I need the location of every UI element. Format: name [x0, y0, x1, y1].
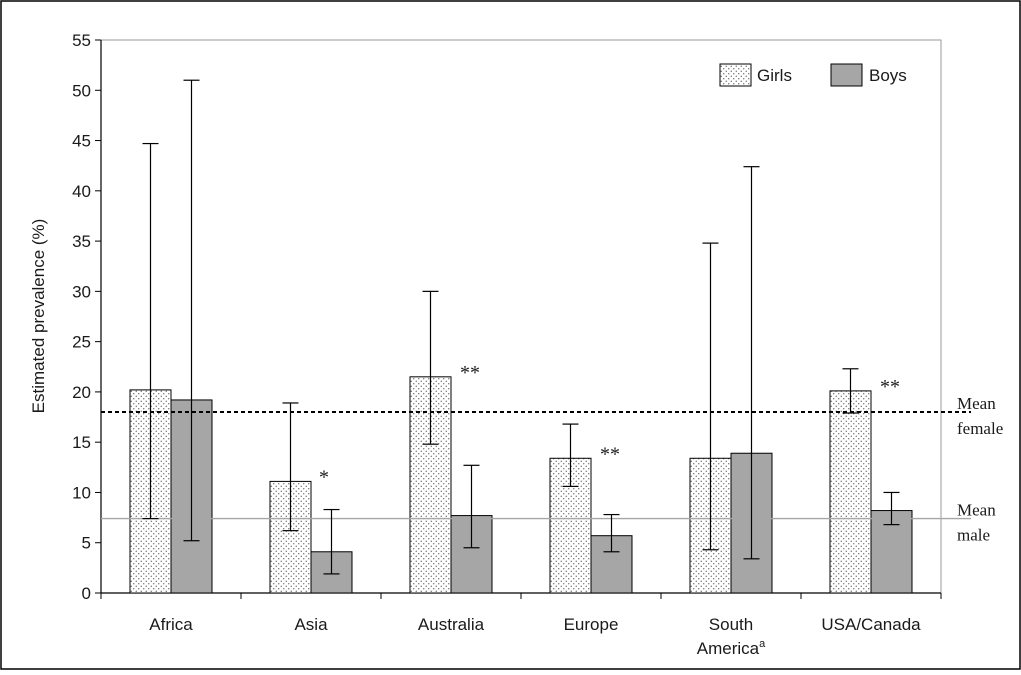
significance-marker: ** [880, 376, 900, 398]
reference-line-label: Mean [957, 394, 996, 413]
legend-swatch-girls [719, 63, 752, 87]
y-tick-label: 10 [72, 483, 91, 502]
y-tick-label: 0 [82, 584, 91, 603]
y-tick-label: 50 [72, 81, 91, 100]
significance-marker: ** [600, 443, 620, 465]
y-tick-label: 55 [72, 31, 91, 50]
legend-label-boys: Boys [869, 66, 907, 85]
y-tick-label: 25 [72, 333, 91, 352]
axes: 0 5 10 15 20 25 30 35 40 45 50 55 [72, 31, 942, 603]
y-tick-label: 30 [72, 282, 91, 301]
y-tick-label: 5 [82, 534, 91, 553]
y-tick-label: 40 [72, 182, 91, 201]
significance-marker: ** [460, 362, 480, 384]
y-tick-label: 15 [72, 433, 91, 452]
x-tick-label: Europe [564, 615, 619, 634]
bars [129, 376, 913, 594]
legend-swatch-boys [830, 63, 863, 87]
x-tick-label: Australia [418, 615, 485, 634]
reference-line-label: female [957, 419, 1003, 438]
x-tick-label: Americaa [697, 638, 766, 658]
x-tick-label: Africa [149, 615, 193, 634]
x-tick-label: South [709, 615, 753, 634]
plot-area-border [100, 39, 942, 594]
significance-marker: * [319, 466, 329, 488]
x-tick-label: Asia [294, 615, 328, 634]
bar-girls [829, 390, 872, 594]
legend: Girls Boys [719, 63, 907, 87]
y-tick-label: 45 [72, 132, 91, 151]
reference-line-label: Mean [957, 501, 996, 520]
y-tick-label: 20 [72, 383, 91, 402]
y-axis-title: Estimated prevalence (%) [29, 219, 48, 414]
y-tick-label: 35 [72, 232, 91, 251]
legend-label-girls: Girls [757, 66, 792, 85]
error-bars [142, 79, 900, 575]
reference-lines [101, 411, 971, 520]
x-tick-label: USA/Canada [821, 615, 921, 634]
reference-line-label: male [957, 526, 990, 545]
